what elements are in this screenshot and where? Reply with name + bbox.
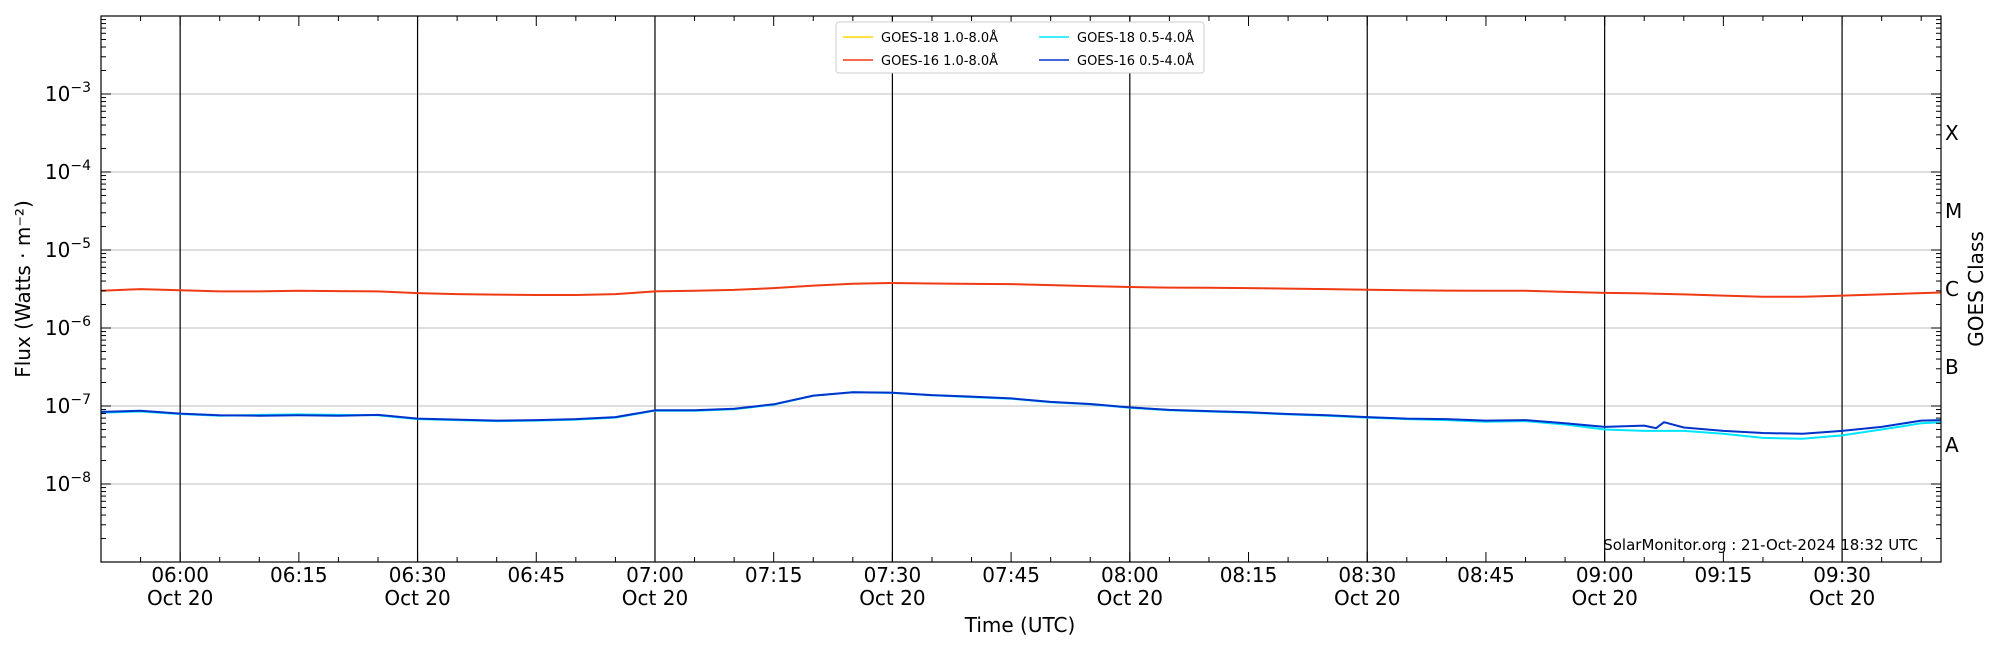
legend-label: GOES-18 0.5-4.0Å	[1077, 30, 1194, 46]
y-tick-exponent: −6	[70, 314, 91, 330]
y-tick-label: 10−8	[45, 470, 91, 496]
x-tick-time: 09:00	[1576, 563, 1634, 587]
x-tick-time: 06:00	[151, 563, 209, 587]
y-tick-base: 10	[45, 316, 70, 340]
x-tick-date: Oct 20	[1571, 586, 1637, 610]
y-tick-exponent: −3	[70, 80, 91, 96]
y-tick-base: 10	[45, 238, 70, 262]
legend-label: GOES-16 1.0-8.0Å	[881, 53, 998, 69]
x-tick-time: 09:30	[1813, 563, 1871, 587]
y-tick-base: 10	[45, 82, 70, 106]
legend-box	[835, 21, 1205, 74]
legend-label: GOES-18 1.0-8.0Å	[881, 30, 998, 46]
watermark: SolarMonitor.org : 21-Oct-2024 18:32 UTC	[1603, 536, 1918, 554]
x-tick-date: Oct 20	[1809, 586, 1875, 610]
y-tick-label: 10−3	[45, 80, 91, 106]
grid-layer	[101, 16, 1941, 562]
x-tick-date: Oct 20	[859, 586, 925, 610]
x-tick-time: 07:00	[626, 563, 684, 587]
x-tick-date: Oct 20	[384, 586, 450, 610]
goes-class-label: A	[1945, 433, 1959, 457]
x-tick-time: 07:45	[982, 563, 1040, 587]
plot-frame	[100, 15, 1942, 563]
x-tick-date: Oct 20	[1097, 586, 1163, 610]
goes-class-label: B	[1945, 355, 1959, 379]
goes-class-label: C	[1945, 277, 1959, 301]
legend: GOES-18 1.0-8.0Å GOES-16 1.0-8.0Å GOES-18 …	[835, 21, 1205, 74]
series-line	[100, 282, 1942, 298]
y-tick-exponent: −8	[70, 470, 91, 486]
series-line	[100, 391, 1942, 435]
x-tick-time: 07:30	[864, 563, 922, 587]
y-tick-base: 10	[45, 394, 70, 418]
tick-layer	[101, 16, 1941, 563]
x-tick-time: 06:15	[270, 563, 328, 587]
x-tick-time: 06:30	[389, 563, 447, 587]
y-tick-exponent: −4	[70, 158, 91, 174]
y-axis-title: Flux (Watts · m⁻²)	[11, 200, 35, 378]
y-tick-label: 10−5	[45, 236, 91, 262]
x-tick-time: 08:15	[1220, 563, 1278, 587]
x-tick-time: 09:15	[1695, 563, 1753, 587]
x-tick-time: 08:45	[1457, 563, 1515, 587]
series-layer	[100, 282, 1942, 440]
x-tick-date: Oct 20	[147, 586, 213, 610]
y-tick-label: 10−7	[45, 392, 91, 418]
x-tick-date: Oct 20	[622, 586, 688, 610]
x-tick-time: 07:15	[745, 563, 803, 587]
goes-class-axis-title: GOES Class	[1964, 231, 1988, 347]
x-tick-time: 08:00	[1101, 563, 1159, 587]
legend-items: GOES-18 1.0-8.0Å GOES-16 1.0-8.0Å GOES-18 …	[843, 30, 1194, 69]
y-tick-exponent: −7	[70, 392, 91, 408]
goes-class-label: M	[1945, 199, 1962, 223]
x-tick-time: 06:45	[507, 563, 565, 587]
y-tick-base: 10	[45, 160, 70, 184]
y-tick-label: 10−4	[45, 158, 91, 184]
y-tick-exponent: −5	[70, 236, 91, 252]
y-tick-base: 10	[45, 472, 70, 496]
legend-label: GOES-16 0.5-4.0Å	[1077, 53, 1194, 69]
x-tick-time: 08:30	[1338, 563, 1396, 587]
goes-class-label: X	[1945, 121, 1959, 145]
y-tick-label: 10−6	[45, 314, 91, 340]
x-tick-date: Oct 20	[1334, 586, 1400, 610]
x-axis-title: Time (UTC)	[964, 613, 1076, 637]
